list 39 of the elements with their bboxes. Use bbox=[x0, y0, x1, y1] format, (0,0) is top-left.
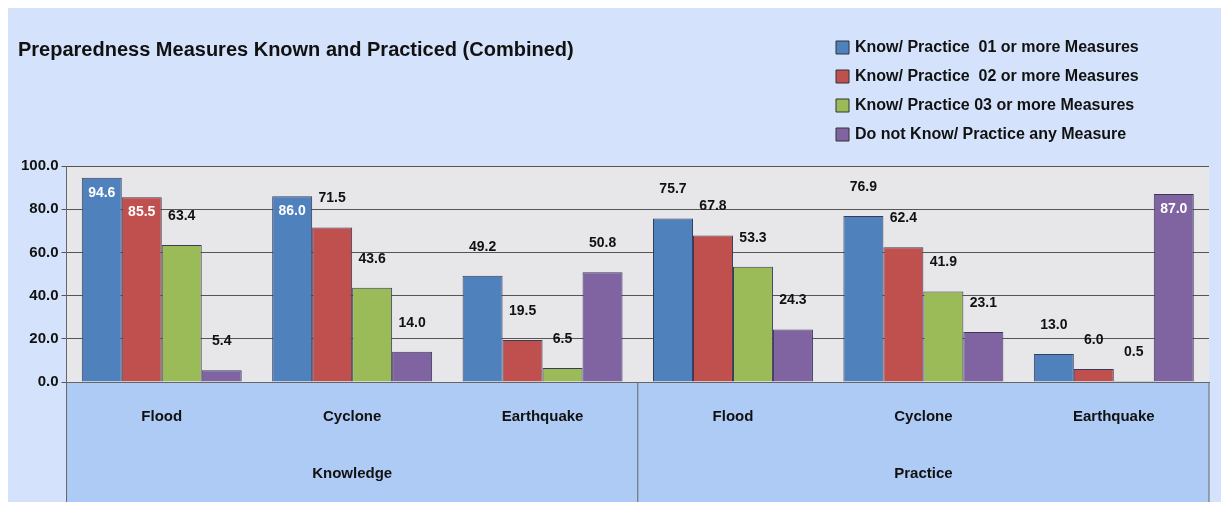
legend-label: Know/ Practice 03 or more Measures bbox=[855, 96, 1135, 114]
data-label: 53.3 bbox=[739, 228, 767, 245]
x-tick-label: Cyclone bbox=[322, 407, 382, 425]
chart-title: Preparedness Measures Known and Practiced (Combined) bbox=[18, 37, 574, 60]
data-label: 49.2 bbox=[468, 237, 497, 254]
data-label: 76.9 bbox=[849, 177, 878, 194]
data-label: 75.7 bbox=[659, 180, 687, 197]
data-label: 13.0 bbox=[1040, 315, 1068, 332]
data-label: 86.0 bbox=[278, 202, 307, 219]
data-label: 87.0 bbox=[1160, 199, 1188, 216]
data-label: 85.5 bbox=[128, 203, 156, 220]
data-label: 63.4 bbox=[168, 206, 196, 223]
data-label: 71.5 bbox=[318, 189, 346, 206]
text: Practice bbox=[894, 464, 953, 482]
data-label: 41.9 bbox=[929, 253, 958, 270]
data-label: 0.5 bbox=[1124, 342, 1144, 359]
x-tick-label: Earthquake bbox=[501, 407, 584, 425]
data-label: 14.0 bbox=[398, 313, 426, 330]
y-tick-label: 80.0 bbox=[29, 199, 59, 217]
data-label: 43.6 bbox=[358, 249, 386, 266]
y-tick-label: 40.0 bbox=[29, 285, 59, 303]
data-label: 94.6 bbox=[88, 183, 116, 200]
data-label: 50.8 bbox=[588, 234, 617, 251]
y-tick-label: 20.0 bbox=[29, 328, 59, 346]
data-label: 19.5 bbox=[508, 301, 537, 318]
x-tick-label: Earthquake bbox=[1072, 407, 1155, 425]
legend-label: Know/ Practice 01 or more Measures bbox=[855, 38, 1139, 56]
x-tick-label: Flood bbox=[712, 407, 754, 425]
y-tick-label: 0.0 bbox=[37, 372, 59, 390]
x-tick-label: Cyclone bbox=[894, 407, 953, 425]
y-tick-label: 100.0 bbox=[20, 156, 59, 174]
data-label: 23.1 bbox=[969, 293, 998, 310]
legend-label: Know/ Practice 02 or more Measures bbox=[855, 67, 1139, 85]
legend-label: Do not Know/ Practice any Measure bbox=[855, 125, 1127, 143]
y-tick-label: 60.0 bbox=[29, 242, 59, 260]
data-label: 24.3 bbox=[779, 291, 807, 308]
x-tick-label: Flood bbox=[141, 407, 183, 425]
text: Knowledge bbox=[312, 464, 393, 482]
data-label: 62.4 bbox=[889, 209, 918, 226]
